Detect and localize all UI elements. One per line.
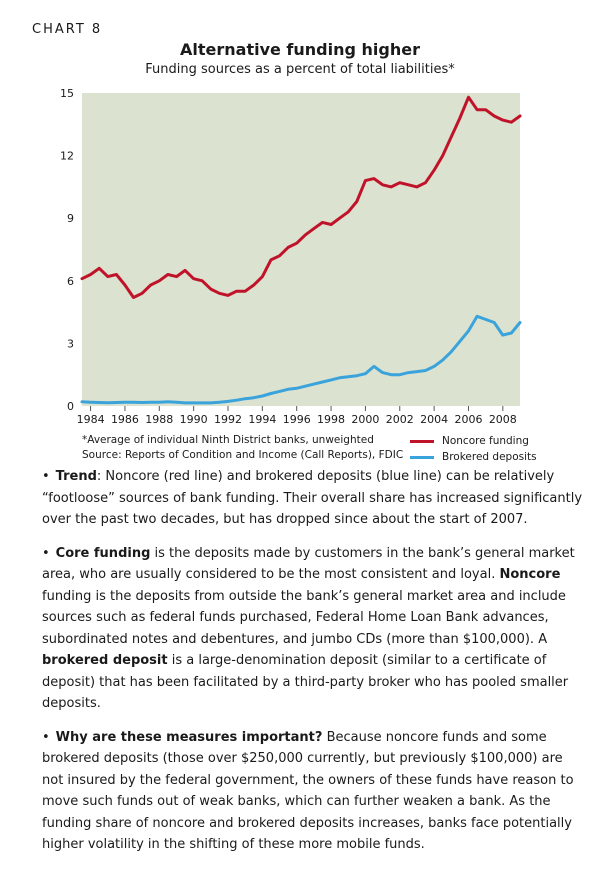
x-tick-label: 1994	[248, 413, 276, 426]
paragraph-text: is the deposits made by customers in the…	[42, 545, 575, 583]
paragraph-label: Trend	[55, 469, 97, 484]
legend-label-noncore: Noncore funding	[442, 435, 529, 447]
paragraph-label: brokered deposit	[42, 653, 168, 668]
bullet: •	[42, 545, 50, 561]
x-tick-label: 2004	[420, 413, 448, 426]
legend: Noncore funding Brokered deposits	[410, 433, 537, 465]
y-axis: 0 3 6 9 12 15	[60, 87, 74, 413]
noncore-funding-line	[80, 95, 522, 299]
bullet: •	[42, 729, 50, 745]
x-tick-label: 1984	[77, 413, 105, 426]
x-tick-label: 1988	[145, 413, 173, 426]
x-tick-label: 1996	[283, 413, 311, 426]
paragraph-text: Because noncore funds and some brokered …	[42, 729, 574, 853]
x-tick-label: 1992	[214, 413, 242, 426]
paragraph-definitions: • Core funding is the deposits made by cu…	[42, 543, 582, 715]
legend-swatch-noncore	[410, 439, 434, 443]
brokered-deposits-line	[80, 314, 522, 405]
legend-label-brokered: Brokered deposits	[442, 451, 537, 463]
y-tick-label: 9	[67, 212, 74, 225]
footnote: *Average of individual Ninth District ba…	[82, 434, 374, 446]
y-tick-label: 0	[67, 400, 74, 413]
y-tick-label: 12	[60, 150, 74, 163]
source-note: Source: Reports of Condition and Income …	[82, 449, 404, 461]
paragraph-text: is a large-denomination deposit (similar…	[42, 653, 569, 711]
paragraph-trend: • Trend: Noncore (red line) and brokered …	[42, 466, 582, 531]
chart-subtitle: Funding sources as a percent of total li…	[145, 62, 455, 77]
paragraph-text: funding is the deposits from outside the…	[42, 588, 566, 647]
y-tick-label: 3	[67, 337, 74, 350]
legend-swatch-brokered	[410, 455, 434, 459]
x-tick-label: 1998	[317, 413, 345, 426]
line-chart: 0 3 6 9 12 15 1984 1986 1988 1990 1992 1994 1996 199…	[60, 87, 522, 426]
x-axis: 1984 1986 1988 1990 1992 1994 1996 1998 2000 2002…	[77, 406, 517, 426]
bullet: •	[42, 469, 50, 484]
body-text: • Trend: Noncore (red line) and brokered …	[42, 466, 582, 868]
plot-area	[82, 93, 520, 406]
paragraph-label: Noncore	[499, 567, 561, 582]
x-tick-label: 2006	[454, 413, 482, 426]
paragraph-label: Core funding	[55, 545, 151, 561]
x-tick-label: 2000	[351, 413, 379, 426]
paragraph-importance: • Why are these measures important? Becau…	[42, 727, 582, 856]
chart-number-label: CHART 8	[32, 22, 103, 37]
legend-item-noncore: Noncore funding	[410, 433, 537, 449]
x-tick-label: 2002	[386, 413, 414, 426]
x-tick-label: 1986	[111, 413, 139, 426]
legend-item-brokered: Brokered deposits	[410, 449, 537, 465]
chart-notes: *Average of individual Ninth District ba…	[82, 433, 403, 463]
paragraph-text: : Noncore (red line) and brokered deposi…	[42, 469, 583, 527]
series-lines	[80, 95, 522, 405]
paragraph-label: Why are these measures important?	[55, 729, 323, 745]
x-tick-label: 2008	[489, 413, 517, 426]
chart-title: Alternative funding higher	[180, 40, 420, 59]
y-tick-label: 6	[67, 275, 74, 288]
x-tick-label: 1990	[180, 413, 208, 426]
y-tick-label: 15	[60, 87, 74, 100]
